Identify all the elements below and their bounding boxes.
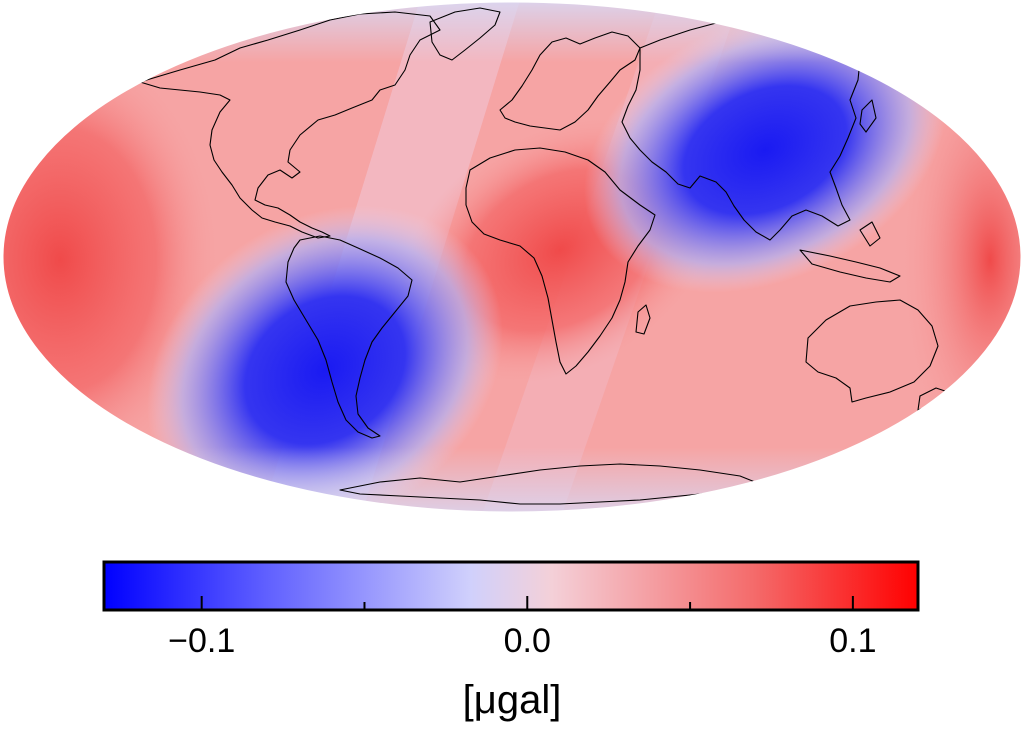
colorbar-unit-label: [μgal] bbox=[462, 678, 562, 722]
colorbar-tick-label: 0.1 bbox=[829, 622, 877, 660]
colorbar-gradient bbox=[102, 560, 920, 612]
colorbar-ticks bbox=[200, 596, 854, 610]
anomaly-field bbox=[3, 2, 1021, 512]
colorbar bbox=[102, 560, 920, 612]
colorbar-tick-label: −0.1 bbox=[168, 622, 236, 660]
colorbar-tick-label: 0.0 bbox=[503, 622, 551, 660]
